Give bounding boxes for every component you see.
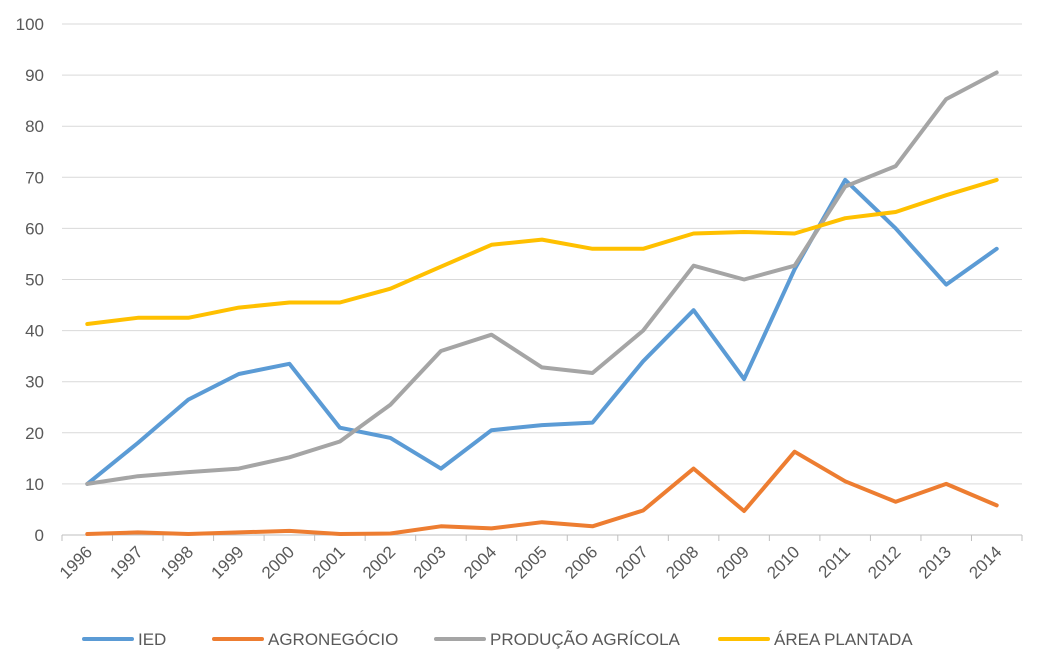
legend-item-area-plantada: ÁREA PLANTADA (718, 630, 913, 649)
x-tick-label: 2001 (309, 542, 349, 582)
y-tick-label: 10 (25, 475, 44, 494)
y-tick-label: 90 (25, 66, 44, 85)
x-tick-label: 2005 (511, 542, 551, 582)
x-tick-label: 1997 (106, 542, 146, 582)
x-tick-label: 2014 (965, 542, 1005, 582)
axes: 0 10 20 30 40 50 60 70 80 90 100 1996 1997 1998 1999 20… (16, 15, 1023, 583)
y-tick-label: 30 (25, 373, 44, 392)
y-tick-label: 50 (25, 271, 44, 290)
x-tick-label: 2010 (763, 542, 803, 582)
y-tick-label: 60 (25, 219, 44, 238)
x-tick-label: 2012 (864, 542, 904, 582)
x-tick-label: 2003 (410, 542, 450, 582)
x-tick-label: 2011 (815, 542, 854, 581)
legend-item-agronegocio: AGRONEGÓCIO (212, 630, 398, 649)
series-line-area-plantada (85, 177, 999, 326)
legend-item-producao-agricola: PRODUÇÃO AGRÍCOLA (434, 630, 681, 649)
legend-label: ÁREA PLANTADA (774, 630, 913, 649)
x-tick-label: 2008 (662, 542, 702, 582)
x-tick-label: 2013 (915, 542, 955, 582)
legend-label: AGRONEGÓCIO (268, 630, 398, 649)
y-tick-label: 40 (25, 322, 44, 341)
y-tick-label: 20 (25, 424, 44, 443)
series-line-ied (85, 177, 999, 486)
x-tick-label: 1999 (207, 542, 247, 582)
x-tick-label: 2007 (612, 542, 652, 582)
series-line-agronegocio (85, 449, 999, 536)
series-line-producao-agricola (85, 70, 999, 486)
x-tick-label: 2002 (359, 542, 399, 582)
x-tick-label: 2006 (561, 542, 601, 582)
legend-label: PRODUÇÃO AGRÍCOLA (490, 630, 681, 649)
x-tick-label: 1998 (157, 542, 197, 582)
gridlines (62, 23, 1022, 485)
y-tick-label: 0 (35, 526, 44, 545)
x-tick-label: 2009 (713, 542, 753, 582)
x-tick-label: 1996 (56, 542, 96, 582)
x-tick-label: 2004 (460, 542, 500, 582)
legend-label: IED (138, 630, 166, 649)
y-tick-label: 70 (25, 168, 44, 187)
y-tick-label: 80 (25, 117, 44, 136)
series-lines (85, 70, 999, 536)
x-tick-label: 2000 (258, 542, 298, 582)
legend-item-ied: IED (82, 630, 166, 649)
legend: IED AGRONEGÓCIO PRODUÇÃO AGRÍCOLA ÁREA PLAN… (82, 630, 913, 649)
y-tick-label: 100 (16, 15, 44, 34)
